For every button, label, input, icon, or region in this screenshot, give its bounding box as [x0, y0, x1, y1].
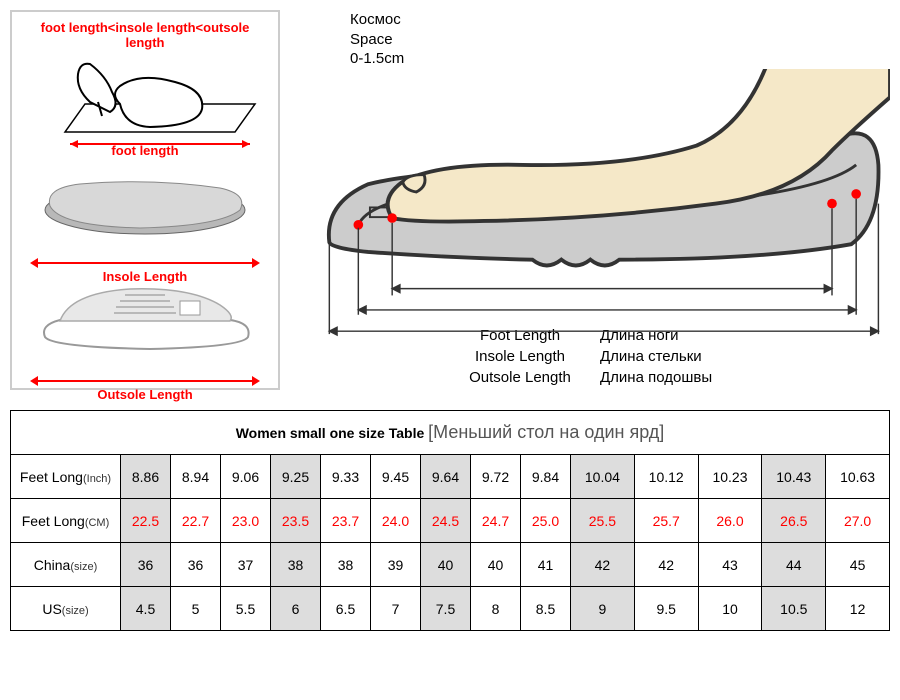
size-cell: 38	[321, 543, 371, 587]
size-cell: 23.5	[271, 499, 321, 543]
foot-measure-illustration: foot length	[20, 54, 270, 154]
comparison-title: foot length<insole length<outsole length	[20, 20, 270, 50]
size-table: Women small one size Table [Меньший стол…	[10, 410, 890, 631]
row-header: Feet Long(CM)	[11, 499, 121, 543]
size-cell: 9.06	[221, 455, 271, 499]
space-allowance-label: Космос Space 0-1.5сm	[350, 10, 890, 69]
table-title: Women small one size Table	[236, 425, 425, 441]
size-cell: 6	[271, 587, 321, 631]
size-cell: 25.5	[571, 499, 635, 543]
size-cell: 44	[762, 543, 826, 587]
left-reference-panel: foot length<insole length<outsole length…	[10, 10, 280, 390]
size-cell: 24.5	[421, 499, 471, 543]
size-cell: 10.63	[826, 455, 890, 499]
size-cell: 36	[121, 543, 171, 587]
size-cell: 9.25	[271, 455, 321, 499]
cross-section-diagram	[310, 69, 890, 358]
size-cell: 23.7	[321, 499, 371, 543]
size-cell: 6.5	[321, 587, 371, 631]
table-row: Feet Long(CM)22.522.723.023.523.724.024.…	[11, 499, 890, 543]
size-cell: 40	[471, 543, 521, 587]
size-cell: 8	[471, 587, 521, 631]
size-cell: 10.43	[762, 455, 826, 499]
size-cell: 39	[371, 543, 421, 587]
size-cell: 9	[571, 587, 635, 631]
size-cell: 9.45	[371, 455, 421, 499]
size-cell: 9.84	[521, 455, 571, 499]
space-ru: Космос	[350, 10, 890, 30]
size-cell: 9.64	[421, 455, 471, 499]
size-cell: 43	[698, 543, 762, 587]
size-cell: 23.0	[221, 499, 271, 543]
row-header: Feet Long(Inch)	[11, 455, 121, 499]
table-title-row: Women small one size Table [Меньший стол…	[11, 411, 890, 455]
shoe-cross-section-panel: Космос Space 0-1.5сm	[280, 10, 890, 390]
diagram-section: foot length<insole length<outsole length…	[0, 0, 900, 400]
shoe-illustration: Outsole Length	[20, 260, 270, 370]
dim-outsole-ru: Длина подошвы	[600, 369, 740, 386]
size-cell: 9.33	[321, 455, 371, 499]
dim-outsole-en: Outsole Length	[460, 369, 580, 386]
size-cell: 26.5	[762, 499, 826, 543]
space-value: 0-1.5сm	[350, 49, 890, 69]
table-subtitle: [Меньший стол на один ярд]	[428, 422, 664, 442]
table-row: China(size)3636373838394040414242434445	[11, 543, 890, 587]
size-cell: 5.5	[221, 587, 271, 631]
size-cell: 10.04	[571, 455, 635, 499]
size-cell: 25.7	[634, 499, 698, 543]
foot-length-label: foot length	[20, 143, 270, 158]
size-cell: 10.12	[634, 455, 698, 499]
size-cell: 5	[171, 587, 221, 631]
size-cell: 12	[826, 587, 890, 631]
space-en: Space	[350, 30, 890, 50]
size-cell: 9.72	[471, 455, 521, 499]
row-header: US(size)	[11, 587, 121, 631]
size-cell: 27.0	[826, 499, 890, 543]
size-cell: 24.0	[371, 499, 421, 543]
outsole-arrow	[20, 375, 270, 387]
size-cell: 36	[171, 543, 221, 587]
size-cell: 8.94	[171, 455, 221, 499]
size-cell: 9.5	[634, 587, 698, 631]
size-cell: 37	[221, 543, 271, 587]
size-cell: 45	[826, 543, 890, 587]
insole-illustration: Insole Length	[20, 162, 270, 252]
size-cell: 26.0	[698, 499, 762, 543]
size-cell: 24.7	[471, 499, 521, 543]
row-header: China(size)	[11, 543, 121, 587]
size-cell: 10	[698, 587, 762, 631]
dim-outsole: Outsole Length Длина подошвы	[310, 369, 890, 386]
size-cell: 41	[521, 543, 571, 587]
size-cell: 40	[421, 543, 471, 587]
table-row: Feet Long(Inch)8.868.949.069.259.339.459…	[11, 455, 890, 499]
size-cell: 10.5	[762, 587, 826, 631]
size-cell: 22.7	[171, 499, 221, 543]
size-cell: 42	[571, 543, 635, 587]
size-cell: 8.5	[521, 587, 571, 631]
outsole-length-label: Outsole Length	[20, 387, 270, 402]
size-cell: 10.23	[698, 455, 762, 499]
size-cell: 7.5	[421, 587, 471, 631]
size-cell: 42	[634, 543, 698, 587]
size-cell: 22.5	[121, 499, 171, 543]
size-cell: 25.0	[521, 499, 571, 543]
size-cell: 8.86	[121, 455, 171, 499]
table-row: US(size)4.555.566.577.588.599.51010.512	[11, 587, 890, 631]
size-cell: 7	[371, 587, 421, 631]
size-table-container: Women small one size Table [Меньший стол…	[0, 400, 900, 641]
size-cell: 38	[271, 543, 321, 587]
size-cell: 4.5	[121, 587, 171, 631]
